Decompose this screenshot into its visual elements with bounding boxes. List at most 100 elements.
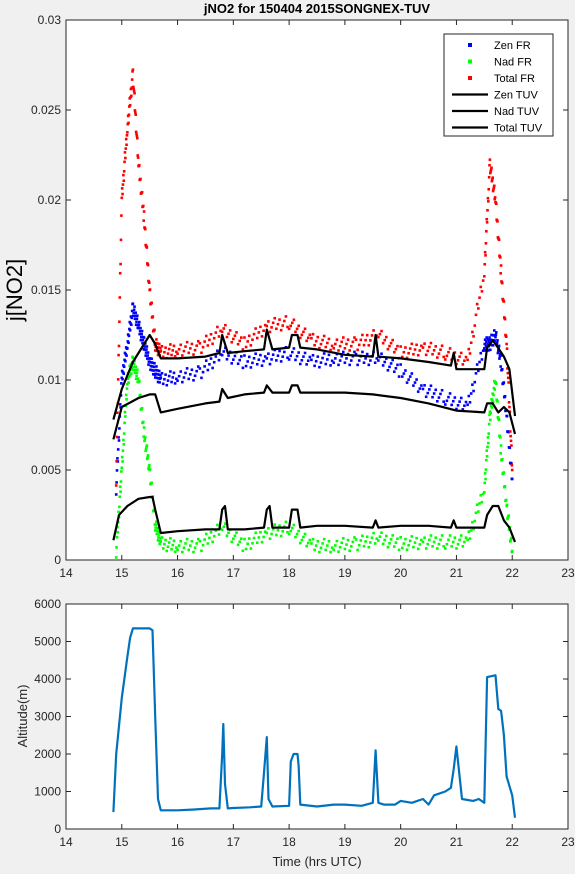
data-point bbox=[493, 388, 496, 391]
data-point bbox=[391, 534, 394, 537]
data-point bbox=[147, 465, 151, 469]
data-point bbox=[316, 539, 320, 543]
data-point bbox=[306, 336, 310, 340]
data-point bbox=[251, 361, 254, 365]
data-point bbox=[500, 457, 504, 461]
data-point bbox=[219, 353, 222, 356]
data-point bbox=[431, 352, 434, 356]
data-point bbox=[135, 320, 138, 324]
altitude-line bbox=[112, 627, 517, 818]
data-point bbox=[463, 540, 466, 544]
data-point bbox=[318, 550, 321, 554]
data-point bbox=[290, 526, 294, 530]
data-point bbox=[247, 355, 251, 359]
data-point bbox=[487, 432, 491, 435]
data-point bbox=[172, 539, 176, 543]
bottom-x-tick-label: 20 bbox=[394, 835, 408, 849]
data-point bbox=[249, 344, 253, 347]
bottom-y-tick-label: 4000 bbox=[34, 672, 61, 686]
data-point bbox=[388, 365, 391, 369]
data-point bbox=[154, 341, 158, 345]
data-point bbox=[145, 444, 149, 447]
data-point bbox=[124, 415, 127, 418]
data-point bbox=[121, 377, 124, 381]
data-point bbox=[134, 314, 137, 318]
data-point bbox=[267, 352, 270, 355]
legend-marker bbox=[468, 76, 472, 80]
data-point bbox=[474, 511, 478, 515]
data-point bbox=[405, 381, 409, 384]
data-point bbox=[292, 523, 296, 527]
data-point bbox=[177, 374, 181, 378]
data-point bbox=[257, 358, 261, 361]
data-point bbox=[148, 357, 152, 360]
data-point bbox=[222, 327, 226, 330]
data-point bbox=[437, 352, 441, 355]
data-point bbox=[134, 365, 138, 368]
data-point bbox=[385, 357, 388, 360]
data-point bbox=[163, 350, 166, 354]
data-point bbox=[308, 333, 312, 337]
data-point bbox=[330, 546, 334, 550]
data-point bbox=[357, 343, 361, 347]
data-point bbox=[495, 341, 499, 345]
top-x-tick-label: 19 bbox=[338, 566, 352, 580]
bottom-x-tick-label: 18 bbox=[282, 835, 296, 849]
top-x-tick-label: 16 bbox=[171, 566, 185, 580]
data-point bbox=[442, 545, 445, 548]
data-point bbox=[130, 323, 133, 327]
data-point bbox=[254, 327, 257, 330]
legend: Zen FR Nad FR Total FR Zen TUV Nad TUV Total … bbox=[443, 33, 554, 137]
data-point bbox=[142, 219, 145, 222]
data-point bbox=[120, 369, 124, 373]
data-point bbox=[128, 374, 132, 377]
data-point bbox=[122, 364, 125, 367]
data-point bbox=[351, 340, 355, 344]
data-point bbox=[504, 498, 508, 502]
data-point bbox=[149, 361, 153, 364]
data-point bbox=[503, 394, 507, 398]
data-point bbox=[330, 359, 334, 363]
data-point bbox=[491, 189, 495, 193]
data-point bbox=[408, 539, 412, 543]
data-point bbox=[159, 536, 162, 540]
data-point bbox=[356, 363, 359, 367]
data-point bbox=[141, 341, 144, 345]
data-point bbox=[319, 546, 323, 550]
data-point bbox=[156, 380, 160, 384]
data-point bbox=[244, 364, 248, 368]
data-point bbox=[334, 342, 337, 346]
data-point bbox=[437, 396, 441, 399]
data-point bbox=[479, 493, 483, 497]
data-point bbox=[279, 328, 283, 332]
data-point bbox=[468, 401, 472, 404]
data-point bbox=[397, 375, 401, 378]
data-point bbox=[134, 311, 138, 314]
data-point bbox=[227, 354, 230, 357]
data-point bbox=[233, 354, 237, 358]
data-point bbox=[413, 348, 417, 351]
data-point bbox=[316, 355, 320, 358]
data-point bbox=[275, 533, 278, 537]
data-point bbox=[155, 372, 159, 376]
data-point bbox=[447, 395, 450, 399]
data-point bbox=[394, 367, 398, 370]
data-point bbox=[241, 549, 245, 553]
data-point bbox=[354, 352, 358, 356]
data-point bbox=[380, 352, 383, 356]
data-point bbox=[134, 377, 138, 381]
data-point bbox=[327, 353, 331, 357]
data-point bbox=[155, 529, 159, 533]
data-point bbox=[468, 352, 472, 355]
data-point bbox=[484, 468, 488, 471]
data-point bbox=[195, 344, 198, 347]
data-point bbox=[142, 336, 146, 339]
data-point bbox=[268, 330, 272, 334]
data-point bbox=[196, 339, 200, 343]
data-point bbox=[265, 324, 269, 328]
data-point bbox=[353, 350, 356, 354]
data-point bbox=[132, 365, 136, 369]
data-point bbox=[115, 546, 118, 549]
data-point bbox=[176, 379, 179, 383]
data-point bbox=[198, 367, 202, 370]
